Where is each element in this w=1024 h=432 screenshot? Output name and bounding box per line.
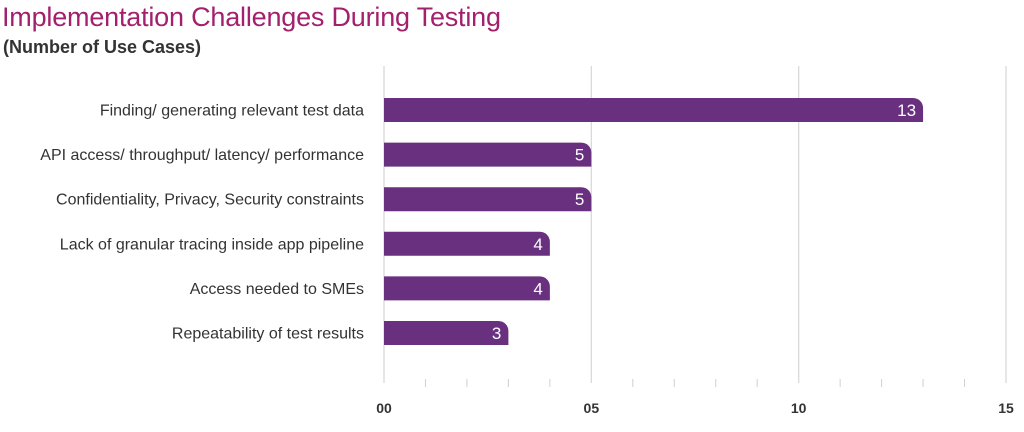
bar <box>384 231 550 256</box>
x-tick-label: 10 <box>791 400 807 416</box>
category-label: Access needed to SMEs <box>190 281 364 298</box>
bar-value-label: 13 <box>897 101 916 120</box>
bar <box>384 321 509 345</box>
bar-value-label: 5 <box>575 146 584 165</box>
bar-value-label: 3 <box>492 324 501 343</box>
category-label: API access/ throughput/ latency/ perform… <box>40 147 364 164</box>
bar <box>384 98 924 122</box>
category-label: Repeatability of test results <box>172 326 364 343</box>
category-labels: Finding/ generating relevant test data AP… <box>40 103 364 343</box>
x-tick-label: 15 <box>998 400 1014 416</box>
chart-title: Implementation Challenges During Testing <box>2 2 501 32</box>
bar-value-label: 4 <box>533 235 542 254</box>
x-tick-label: 05 <box>584 400 600 416</box>
category-label: Lack of granular tracing inside app pipe… <box>60 236 364 253</box>
chart-subtitle: (Number of Use Cases) <box>3 37 202 57</box>
bars: 13 5 5 4 4 3 <box>384 98 924 345</box>
minor-ticks <box>424 379 966 387</box>
bar <box>384 187 592 212</box>
x-tick-label: 00 <box>376 400 392 416</box>
category-label: Confidentiality, Privacy, Security const… <box>56 192 364 209</box>
bar-value-label: 4 <box>533 279 542 298</box>
x-tick-labels: 00 05 10 15 <box>376 400 1014 416</box>
bar <box>384 142 592 167</box>
category-label: Finding/ generating relevant test data <box>100 103 364 120</box>
bar <box>384 276 550 301</box>
bar-value-label: 5 <box>575 190 584 209</box>
